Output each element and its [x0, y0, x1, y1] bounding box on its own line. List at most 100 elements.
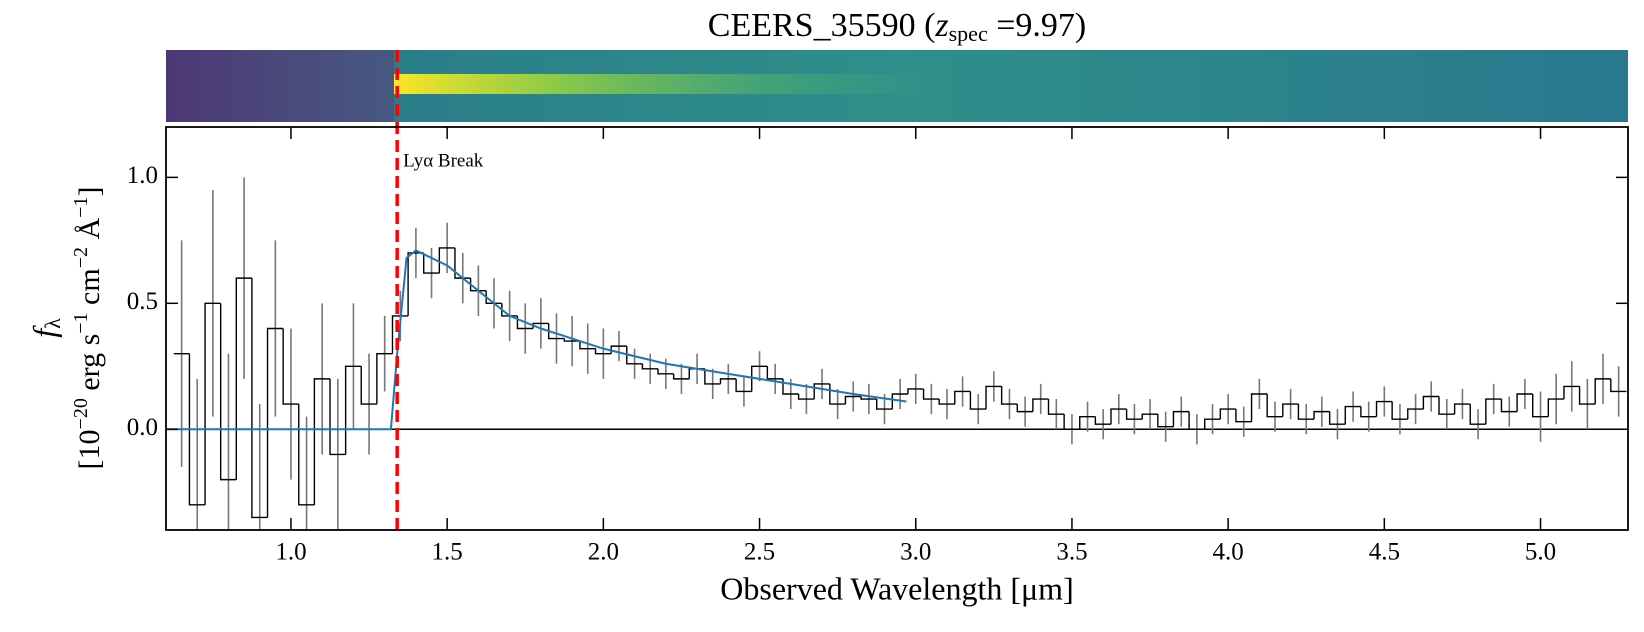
- title-suffix: =9.97): [988, 7, 1087, 44]
- spectrum-step: [1016, 404, 1033, 413]
- x-axis-label: Observed Wavelength [μm]: [720, 570, 1073, 606]
- spectrum-step: [1047, 399, 1065, 415]
- spectrum-step: [1125, 409, 1143, 420]
- y-tick-label: 0.5: [127, 288, 158, 315]
- spectrum-step: [1328, 411, 1346, 425]
- 2d-trace: [394, 74, 954, 94]
- spectrum-step: [891, 393, 908, 410]
- x-tick-label: 2.0: [588, 539, 619, 566]
- spectrum-step: [454, 247, 471, 279]
- title-symbol: z: [934, 7, 948, 44]
- spectrum-step: [282, 328, 299, 405]
- ylabel-part: ]: [73, 187, 106, 197]
- spectrum-step: [235, 277, 252, 480]
- 2d-spectrum: [166, 50, 1628, 122]
- spectrum-step: [563, 338, 580, 342]
- spectrum-step: [1204, 418, 1221, 430]
- spectrum-step: [1391, 401, 1408, 420]
- spectrum-step: [704, 368, 721, 385]
- spectrum-step: [532, 322, 549, 329]
- spectrum-step: [766, 366, 783, 380]
- ylabel-sup: −1: [70, 197, 92, 218]
- spectrum-step: [1532, 393, 1549, 418]
- x-tick-label: 2.5: [744, 539, 775, 566]
- spectrum-step: [204, 302, 221, 505]
- spectrum-step: [797, 393, 815, 400]
- spectrum-step: [1172, 410, 1190, 427]
- spectrum-step: [1063, 414, 1080, 430]
- y-tick-label: 0.0: [127, 414, 158, 441]
- spectrum-step: [1438, 396, 1455, 415]
- y-tick-label: 1.0: [127, 162, 158, 189]
- spectrum-step: [313, 378, 331, 505]
- x-tick-label: 4.5: [1369, 539, 1400, 566]
- spectrum-step: [1250, 393, 1268, 422]
- spectrum-step: [1422, 395, 1439, 410]
- spectrum-step: [782, 378, 799, 395]
- spectrum-step: [251, 278, 268, 519]
- x-tick-label: 1.5: [432, 539, 463, 566]
- spectrum-step: [266, 327, 284, 518]
- spectrum-step: [1032, 398, 1049, 412]
- ylabel-part: cm: [73, 268, 106, 312]
- spectrum-step: [657, 368, 674, 375]
- spectrum-step: [1469, 404, 1486, 425]
- spectrum-step: [875, 399, 893, 410]
- y-axis-label-units: [10−20 erg s−1 cm−2 Å−1]: [70, 187, 106, 470]
- spectrum-step: [329, 378, 346, 456]
- spectrum-step: [407, 252, 424, 316]
- spectrum-step: [438, 247, 455, 274]
- x-tick-label: 5.0: [1525, 539, 1556, 566]
- plot-area: [166, 177, 1628, 530]
- spectrum-step: [985, 385, 1002, 410]
- spectrum-step: [1516, 393, 1533, 412]
- x-tick-label: 4.0: [1213, 539, 1244, 566]
- 2d-noise: [166, 50, 394, 122]
- spectrum-step: [1282, 403, 1299, 417]
- spectrum-step: [1485, 398, 1502, 425]
- spectrum-step: [860, 396, 877, 400]
- spectrum-step: [1141, 413, 1158, 420]
- spectrum-step: [626, 346, 643, 365]
- ylabel-sup: −20: [70, 398, 92, 429]
- spectrum-step: [922, 388, 940, 400]
- ylabel-part: [10: [73, 429, 106, 469]
- spectrum-step: [954, 390, 971, 405]
- spectrum-step: [1079, 415, 1096, 430]
- spectrum-step: [1000, 386, 1018, 405]
- spectrum-step: [376, 352, 393, 405]
- spectrum-step: [547, 323, 565, 340]
- spectrum-step: [1547, 398, 1564, 417]
- spectrum-step: [1563, 385, 1580, 400]
- spectrum-step: [1110, 408, 1127, 425]
- spectrum-step: [391, 315, 409, 354]
- spectrum-step: [360, 366, 377, 405]
- y-axis-label-symbol: fλ: [26, 318, 65, 338]
- spectrum-step: [594, 348, 612, 355]
- spectrum-step: [1266, 393, 1283, 418]
- ylabel-sup: −2: [70, 247, 92, 268]
- spectrum-step: [1219, 408, 1236, 420]
- spectrum-step: [1610, 378, 1627, 393]
- spectrum-step: [719, 378, 737, 384]
- spectrum-step: [1235, 409, 1252, 423]
- spectrum-step: [1594, 378, 1611, 405]
- x-tick-label: 3.5: [1056, 539, 1087, 566]
- chart-title: CEERS_35590 (zspec =9.97): [708, 7, 1086, 46]
- spectrum-step: [1407, 408, 1424, 420]
- spectrum-step: [938, 399, 955, 405]
- spectrum-step: [1578, 386, 1596, 405]
- ylabel-part: erg s: [73, 334, 106, 398]
- title-subscript: spec: [949, 21, 988, 46]
- spectrum-step: [1094, 416, 1111, 425]
- spectrum-step: [641, 363, 659, 370]
- spectrum-step: [188, 353, 206, 506]
- spectrum-step: [1157, 414, 1174, 428]
- spectrum-step: [969, 391, 987, 410]
- spectrum-step: [1375, 400, 1393, 417]
- spectrum-step: [1344, 405, 1361, 425]
- x-tick-label: 3.0: [900, 539, 931, 566]
- ylabel-sup: −1: [70, 312, 92, 333]
- spectrum-step: [485, 290, 502, 305]
